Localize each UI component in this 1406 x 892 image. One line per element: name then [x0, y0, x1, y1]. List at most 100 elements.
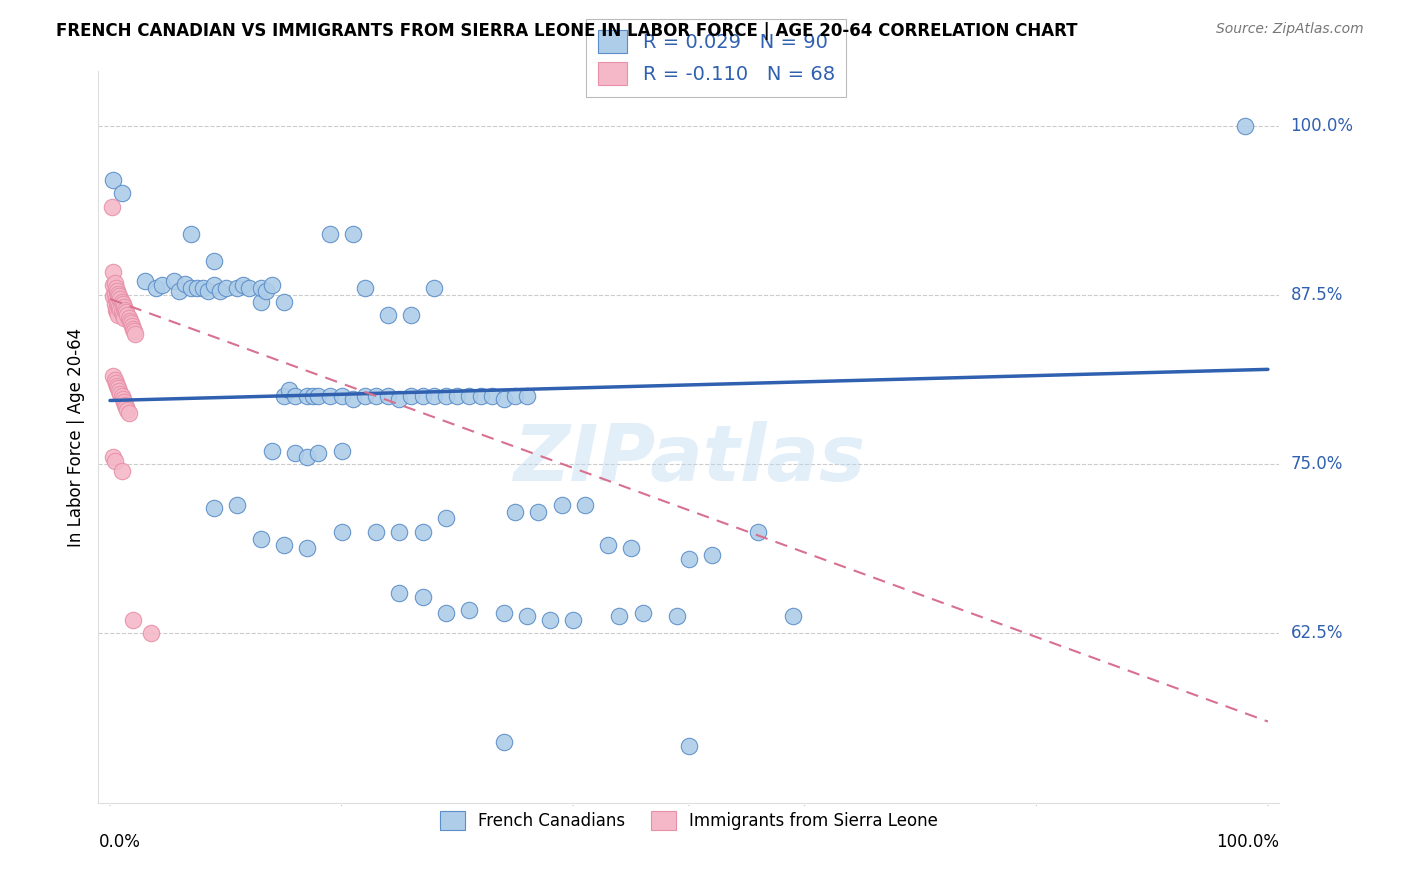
Point — [366, 389, 388, 403]
Point — [458, 603, 481, 617]
Point — [516, 608, 538, 623]
Point — [104, 281, 127, 295]
Point — [107, 297, 129, 311]
Point — [202, 500, 225, 515]
Point — [538, 613, 561, 627]
Y-axis label: In Labor Force | Age 20-64: In Labor Force | Age 20-64 — [66, 327, 84, 547]
Text: Source: ZipAtlas.com: Source: ZipAtlas.com — [1216, 22, 1364, 37]
Point — [174, 277, 197, 291]
Point — [107, 308, 129, 322]
Point — [110, 292, 132, 306]
Point — [295, 450, 318, 465]
Point — [120, 316, 142, 330]
Point — [434, 511, 457, 525]
Point — [145, 281, 167, 295]
Point — [122, 322, 145, 336]
Point — [111, 308, 134, 322]
Point — [503, 505, 526, 519]
Point — [186, 281, 208, 295]
Point — [105, 305, 128, 319]
Point — [124, 327, 146, 342]
Point — [596, 538, 619, 552]
Point — [388, 586, 411, 600]
Point — [249, 294, 271, 309]
Point — [112, 300, 135, 314]
Point — [114, 302, 136, 317]
Point — [503, 389, 526, 403]
Point — [117, 403, 139, 417]
Point — [254, 284, 277, 298]
Point — [104, 276, 127, 290]
Point — [666, 608, 689, 623]
Point — [104, 373, 127, 387]
Point — [273, 538, 295, 552]
Point — [104, 297, 127, 311]
Point — [782, 608, 804, 623]
Point — [118, 313, 141, 327]
Point — [107, 286, 129, 301]
Point — [105, 294, 128, 309]
Point — [319, 227, 342, 241]
Point — [163, 274, 186, 288]
Point — [262, 278, 284, 293]
Point — [412, 524, 434, 539]
Point — [122, 613, 145, 627]
Point — [215, 281, 238, 295]
Point — [104, 286, 127, 301]
Point — [273, 294, 295, 309]
Point — [1233, 119, 1256, 133]
Point — [399, 389, 422, 403]
Point — [139, 626, 162, 640]
Point — [134, 274, 156, 288]
Point — [527, 505, 550, 519]
Point — [284, 389, 307, 403]
Point — [150, 278, 173, 293]
Point — [110, 302, 132, 317]
Point — [353, 281, 375, 295]
Point — [112, 310, 135, 325]
Point — [377, 389, 399, 403]
Point — [103, 278, 125, 293]
Point — [110, 305, 132, 319]
Text: 75.0%: 75.0% — [1291, 455, 1343, 473]
Point — [103, 289, 125, 303]
Point — [330, 524, 353, 539]
Point — [446, 389, 468, 403]
Point — [117, 308, 139, 322]
Point — [295, 541, 318, 556]
Point — [492, 735, 515, 749]
Text: 87.5%: 87.5% — [1291, 285, 1343, 304]
Point — [434, 389, 457, 403]
Point — [678, 739, 700, 753]
Point — [115, 401, 138, 415]
Point — [423, 389, 446, 403]
Point — [249, 281, 271, 295]
Point — [319, 389, 342, 403]
Point — [202, 278, 225, 293]
Point — [111, 297, 134, 311]
Point — [115, 305, 138, 319]
Point — [412, 389, 434, 403]
Point — [412, 590, 434, 604]
Point — [104, 376, 127, 390]
Point — [492, 606, 515, 620]
Text: ZIPatlas: ZIPatlas — [513, 421, 865, 497]
Point — [295, 389, 318, 403]
Point — [631, 606, 654, 620]
Point — [249, 532, 271, 546]
Point — [197, 284, 219, 298]
Point — [284, 446, 307, 460]
Point — [388, 392, 411, 406]
Point — [117, 310, 139, 325]
Point — [620, 541, 643, 556]
Point — [366, 524, 388, 539]
Point — [307, 389, 329, 403]
Point — [112, 395, 135, 409]
Point — [434, 606, 457, 620]
Point — [399, 308, 422, 322]
Point — [550, 498, 572, 512]
Point — [202, 254, 225, 268]
Point — [238, 281, 260, 295]
Point — [262, 443, 284, 458]
Point — [458, 389, 481, 403]
